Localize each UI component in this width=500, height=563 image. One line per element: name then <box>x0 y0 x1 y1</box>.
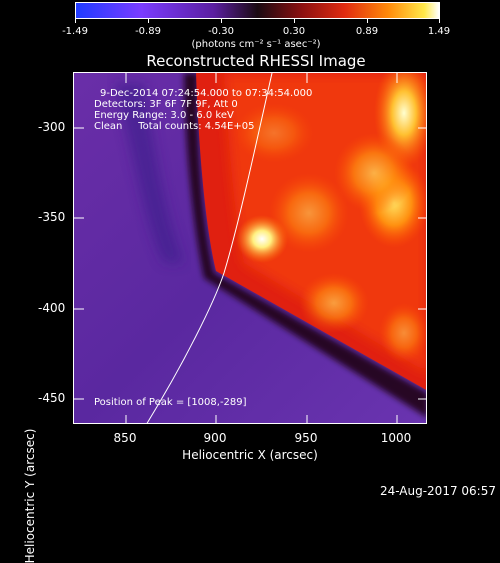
x-tick-label: 850 <box>113 431 137 445</box>
colorbar-tickmark <box>75 19 76 23</box>
info-peak-position: Position of Peak = [1008,-289] <box>94 397 247 408</box>
rhessi-image-canvas <box>74 73 426 423</box>
colorbar-tickmark <box>439 19 440 23</box>
colorbar-tick-label: 0.30 <box>282 26 306 37</box>
y-tick-label: -350 <box>38 210 66 224</box>
info-detectors: Detectors: 3F 6F 7F 9F, Att 0 <box>94 99 238 110</box>
colorbar <box>75 2 440 19</box>
colorbar-tickmark <box>367 19 368 23</box>
colorbar-units: (photons cm⁻² s⁻¹ asec⁻²) <box>191 39 321 50</box>
colorbar-tick-label: -1.49 <box>62 26 88 37</box>
y-tick-label: -400 <box>38 301 66 315</box>
colorbar-tick-label: 1.49 <box>427 26 451 37</box>
y-axis-label: Heliocentric Y (arcsec) <box>23 428 37 563</box>
colorbar-tick-label: -0.89 <box>135 26 161 37</box>
rhessi-image <box>73 72 427 424</box>
info-clean-counts: Clean Total counts: 4.54E+05 <box>94 121 255 132</box>
x-tick-label: 950 <box>294 431 318 445</box>
plot-title: Reconstructed RHESSI Image <box>146 52 366 70</box>
colorbar-tick-label: -0.30 <box>208 26 234 37</box>
x-axis-label: Heliocentric X (arcsec) <box>182 448 318 462</box>
generation-timestamp: 24-Aug-2017 06:57 <box>379 484 496 498</box>
colorbar-tickmark <box>221 19 222 23</box>
colorbar-tick-label: 0.89 <box>355 26 379 37</box>
y-tick-label: -450 <box>38 391 66 405</box>
colorbar-tickmark <box>148 19 149 23</box>
info-time-range: 9-Dec-2014 07:24:54.000 to 07:34:54.000 <box>100 88 313 99</box>
x-tick-label: 1000 <box>380 431 412 445</box>
x-tick-label: 900 <box>203 431 227 445</box>
colorbar-tickmark <box>294 19 295 23</box>
y-tick-label: -300 <box>38 120 66 134</box>
info-energy-range: Energy Range: 3.0 - 6.0 keV <box>94 110 234 121</box>
